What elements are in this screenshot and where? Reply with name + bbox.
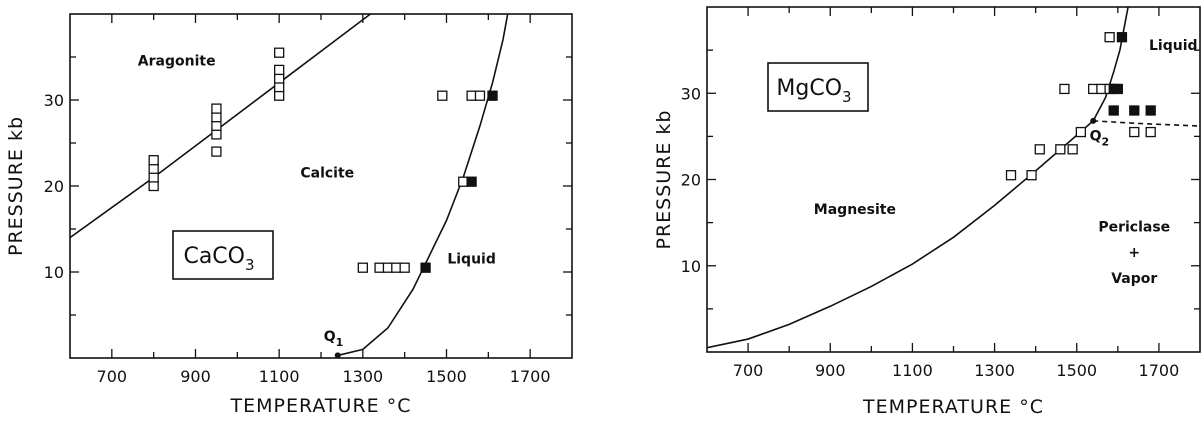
data-point-filled [466, 176, 477, 187]
data-point-open [1145, 126, 1156, 138]
y-axis-label: PRESSURE kb [653, 109, 675, 249]
data-point-open [357, 262, 368, 273]
region-label: Vapor [1111, 271, 1157, 287]
data-point-open [1034, 144, 1045, 155]
x-tick-label: 1700 [510, 367, 551, 386]
region-label: Liquid [447, 251, 496, 267]
data-point-open [211, 103, 222, 114]
y-tick-label: 20 [44, 177, 64, 196]
region-label: Aragonite [138, 54, 216, 70]
x-axis-label: TEMPERATURE °C [230, 395, 412, 417]
data-point-open [148, 163, 159, 174]
data-point-open [437, 90, 448, 101]
x-tick-label: 900 [815, 361, 846, 380]
data-point-open [466, 90, 477, 101]
compound-label: MgCO3 [776, 76, 851, 106]
invariant-point [1090, 117, 1097, 124]
x-tick-label: 1100 [259, 367, 300, 386]
data-point-open [1129, 126, 1140, 138]
plot-content [707, 7, 1200, 349]
data-point-open [1059, 83, 1070, 95]
data-point-open [1075, 126, 1087, 138]
data-point-open [1104, 32, 1115, 43]
data-point-open [391, 262, 402, 273]
data-point-open [148, 155, 159, 166]
data-point-open [274, 90, 285, 101]
y-tick-label: 10 [44, 263, 64, 282]
chart-panel-2: 700 900 1100 1300 1500 1700 10 20 30 TEMPERATURE … [653, 6, 1201, 418]
data-point-open [458, 176, 469, 187]
data-point-open [211, 129, 222, 140]
data-point-open [474, 90, 486, 101]
region-label: Magnesite [814, 202, 896, 218]
data-point-open [382, 262, 394, 273]
data-point-open [211, 112, 222, 123]
data-point-open [274, 81, 285, 93]
x-tick-label: 1500 [426, 367, 467, 386]
data-point-open [374, 262, 385, 273]
x-tick-label: 700 [97, 367, 128, 386]
data-point-open [274, 64, 285, 76]
region-label: + [1128, 245, 1140, 261]
compound-label-box [172, 230, 274, 280]
x-tick-label: 1100 [892, 361, 933, 380]
region-label: Periclase [1098, 219, 1170, 235]
phase-boundary-calcite-liquid [337, 14, 509, 357]
data-point-filled [1145, 105, 1156, 116]
region-label: Liquid [1149, 38, 1198, 54]
data-point-open [148, 172, 159, 183]
data-point-filled [1108, 105, 1119, 116]
data-point-open [211, 120, 222, 131]
data-point-filled [487, 90, 498, 101]
region-label: Calcite [300, 165, 354, 181]
data-point-open [1067, 144, 1078, 155]
data-point-filled [1112, 83, 1123, 95]
x-axis-label: TEMPERATURE °C [862, 396, 1044, 418]
phase-boundary-magnesite-periclase [707, 120, 1094, 349]
invariant-point [334, 352, 341, 358]
x-tick-label: 900 [180, 367, 211, 386]
data-point-open [148, 180, 159, 192]
data-point-open [274, 73, 285, 84]
chart-panel-1: 700 900 1100 1300 1500 1700 10 20 30 TEMPERATURE … [5, 13, 573, 417]
compound-label: CaCO3 [183, 244, 254, 274]
compound-label-box [767, 62, 869, 112]
x-tick-label: 1300 [974, 361, 1015, 380]
invariant-point-label: Q1 [324, 329, 344, 349]
phase-boundary-magnesite-liquid [1092, 7, 1129, 122]
invariant-point-label: Q2 [1090, 129, 1110, 149]
data-point-open [274, 47, 285, 58]
data-point-filled [1129, 105, 1140, 116]
phase-boundary-aragonite-calcite [70, 14, 372, 239]
x-tick-label: 1500 [1056, 361, 1097, 380]
y-tick-label: 20 [681, 171, 701, 190]
data-point-open [1005, 170, 1017, 181]
y-tick-label: 10 [681, 257, 701, 276]
plot-frame [706, 6, 1201, 353]
plot-content [70, 14, 509, 358]
data-point-open [1055, 144, 1066, 155]
x-tick-label: 1300 [342, 367, 383, 386]
x-tick-label: 700 [733, 361, 764, 380]
data-point-open [1026, 170, 1037, 181]
y-axis-label: PRESSURE kb [5, 116, 27, 256]
x-tick-label: 1700 [1139, 361, 1180, 380]
phase-boundary-periclase-liquid [1093, 120, 1200, 127]
y-tick-label: 30 [681, 84, 701, 103]
data-point-filled [420, 262, 431, 273]
data-point-open [211, 146, 222, 157]
data-point-open [399, 262, 410, 273]
data-point-filled [1116, 32, 1128, 43]
y-tick-label: 30 [44, 91, 64, 110]
